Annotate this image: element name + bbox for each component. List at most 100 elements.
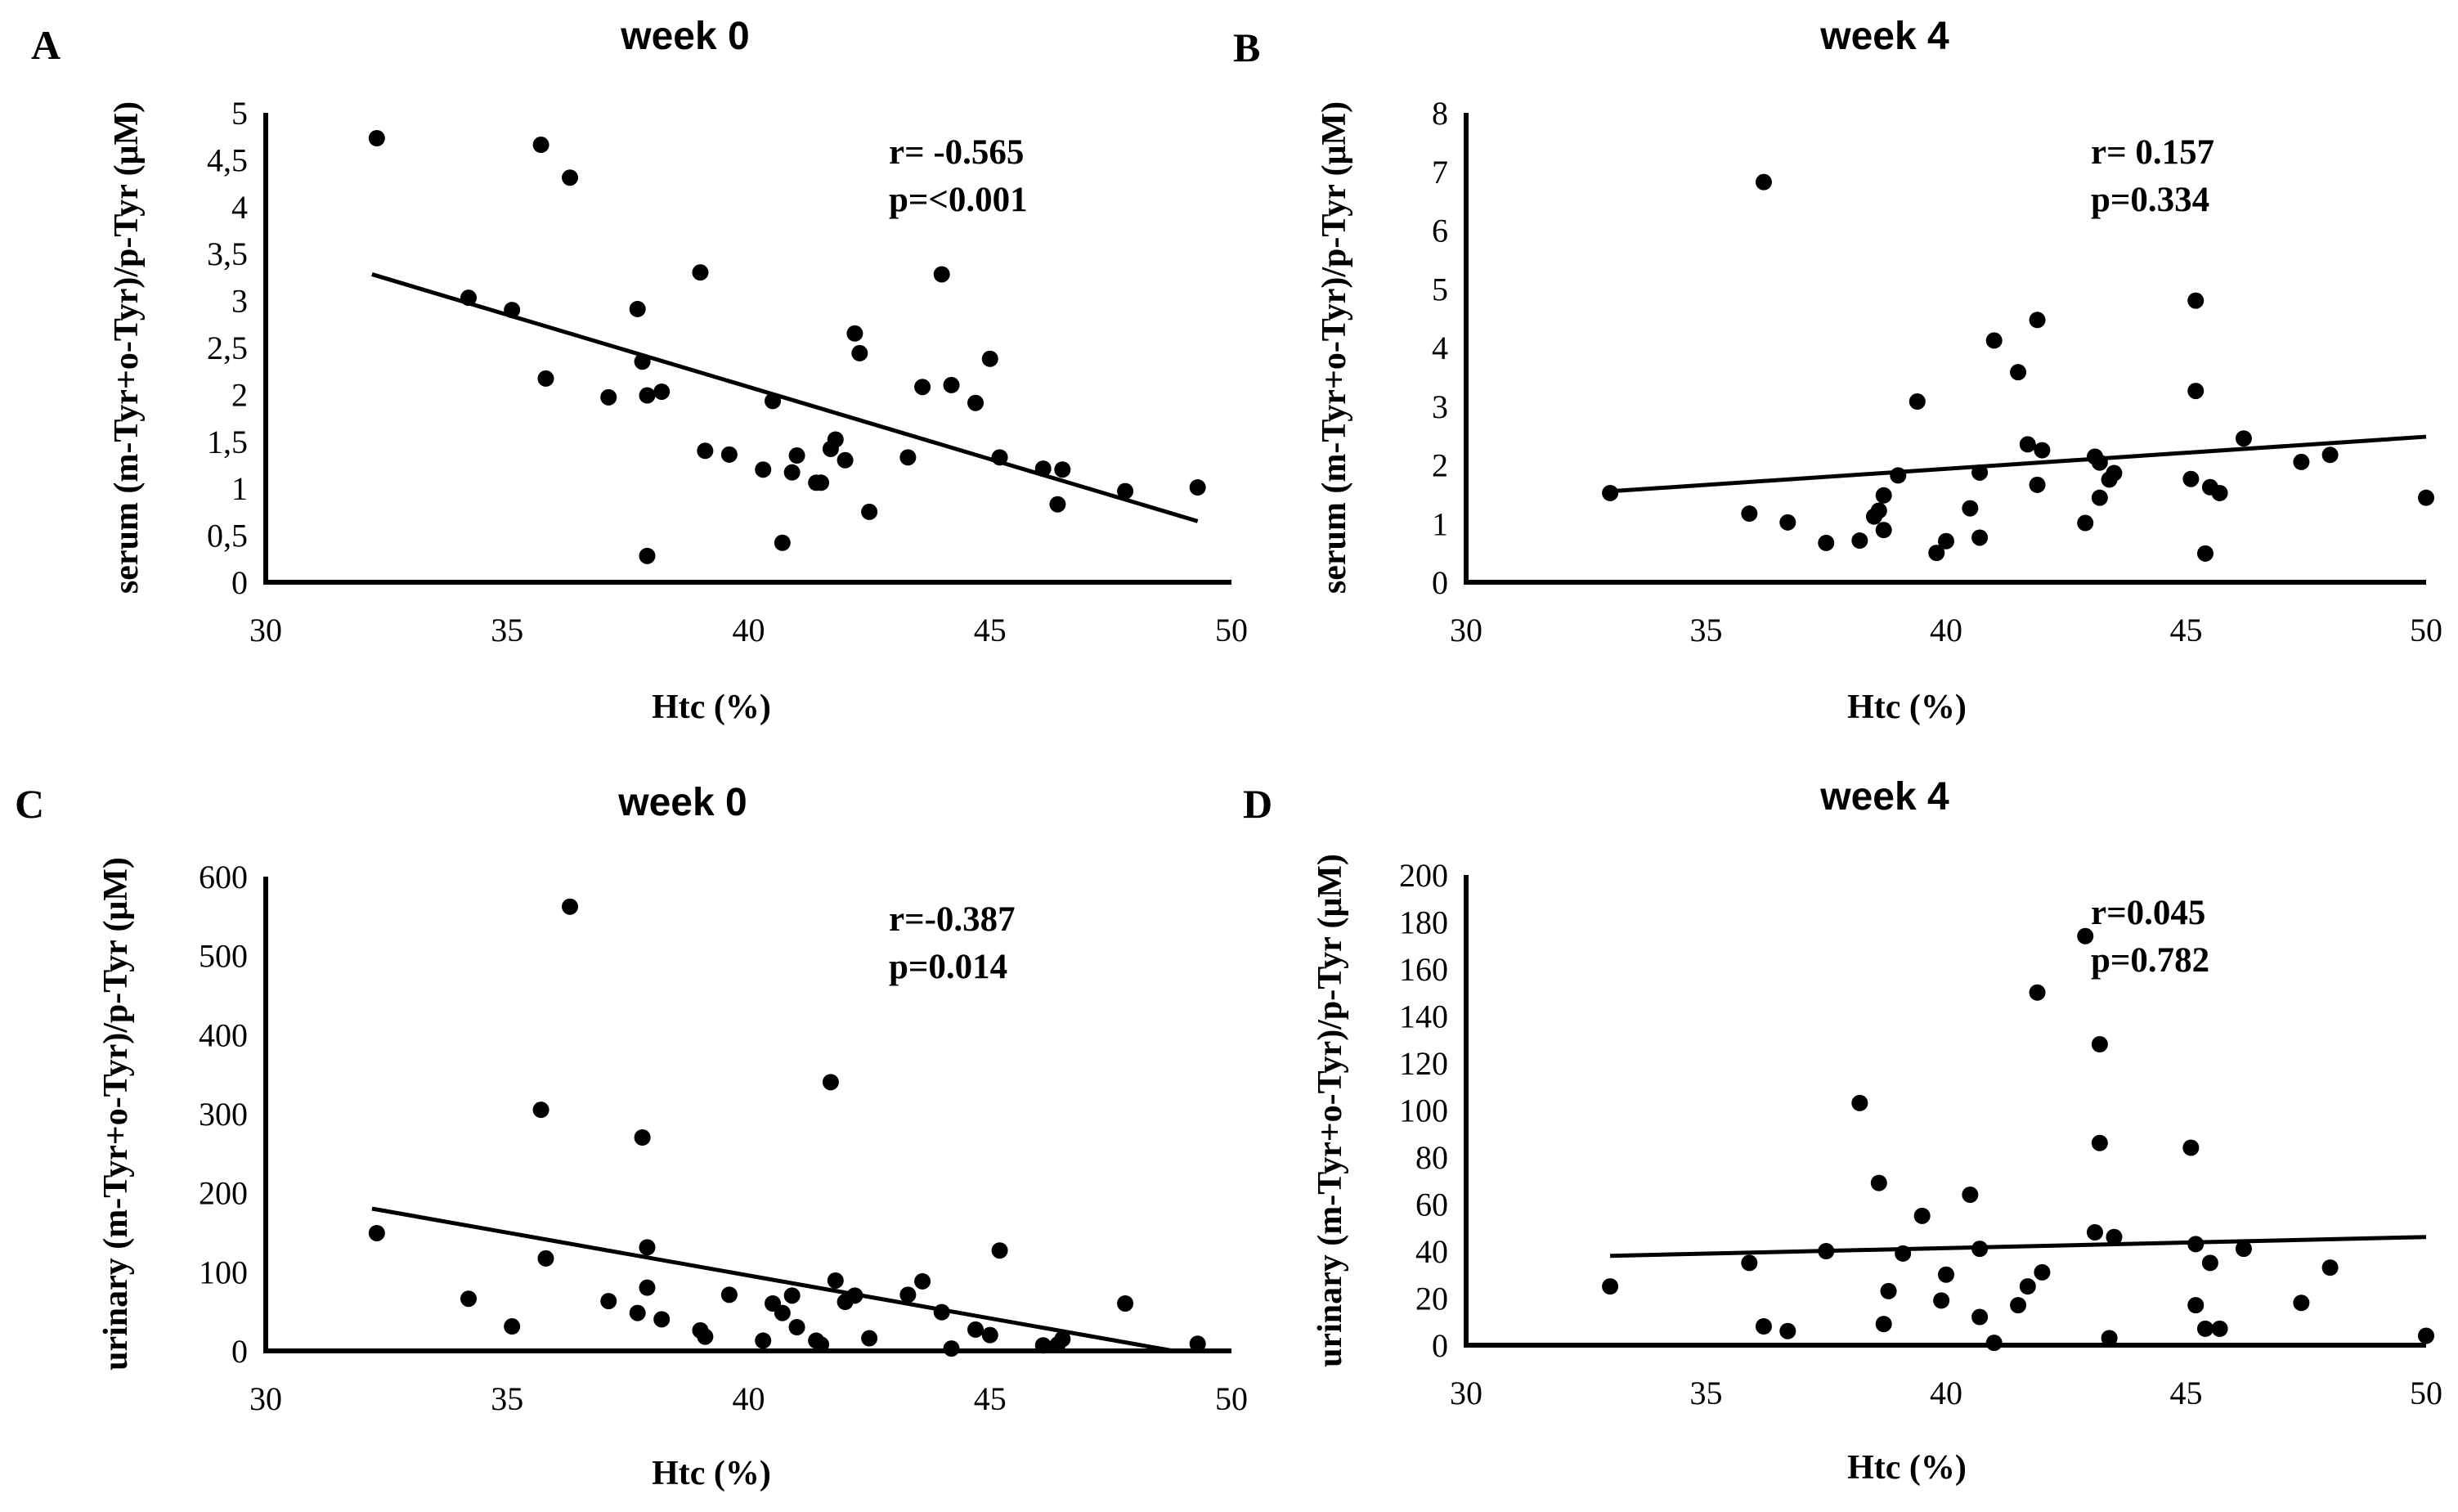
y-tick-label: 5 [231,95,248,132]
data-point [1034,1337,1052,1354]
x-tick-label: 40 [733,612,765,648]
data-point [600,1293,617,1310]
data-point [981,350,998,367]
p-value: p=<0.001 [889,181,1028,219]
data-point [813,1336,830,1353]
data-point [368,1224,385,1241]
data-point [1755,1318,1772,1335]
y-tick-label: 500 [199,938,248,975]
y-tick-label: 5 [1432,271,1448,307]
data-point [765,393,782,410]
data-point [639,547,656,564]
data-point [827,1272,844,1289]
x-tick-label: 30 [249,1380,282,1417]
x-tick-label: 50 [1215,1380,1248,1417]
x-tick-label: 40 [1930,1375,1962,1411]
data-point [1755,173,1772,191]
y-tick-label: 4 [231,189,248,226]
data-point [991,449,1008,466]
data-point [532,1101,549,1119]
chart-title: week 0 [617,781,747,824]
correlation-r: r= 0.157 [2091,133,2214,172]
data-point [460,1290,478,1308]
x-tick-label: 30 [1450,1375,1482,1411]
data-point [1962,500,1979,517]
x-axis-label: Htc (%) [652,1455,771,1492]
y-tick-label: 160 [1399,951,1448,988]
data-point [1895,1245,1912,1262]
data-point [914,1272,931,1290]
data-point [2034,1263,2051,1281]
data-point [2235,1241,2252,1258]
data-point [1189,479,1206,496]
data-point [2418,1327,2434,1344]
data-point [1054,461,1071,478]
y-tick-label: 1,5 [207,424,248,460]
y-tick-label: 0 [1432,564,1448,601]
data-point [2321,1259,2339,1276]
data-point [2029,476,2046,493]
data-point [933,1303,950,1321]
data-point [1875,522,1892,539]
data-point [846,1287,863,1304]
data-point [720,1286,738,1303]
correlation-r: r=0.045 [2091,894,2205,932]
y-tick-label: 0 [1432,1327,1448,1364]
x-tick-label: 45 [974,612,1007,648]
y-tick-label: 20 [1415,1281,1448,1317]
data-point [991,1242,1008,1259]
y-tick-label: 4 [1432,330,1448,366]
data-point [846,325,863,342]
y-tick-label: 180 [1399,904,1448,941]
data-point [562,898,579,915]
data-point [720,446,738,463]
data-point [1741,505,1758,523]
data-point [1933,1292,1950,1309]
data-point [697,1328,714,1345]
panel-letter: D [1243,781,1272,827]
data-point [1034,460,1052,478]
data-point [2235,430,2252,447]
data-point [813,474,830,491]
data-point [1971,529,1989,546]
panel-letter: C [15,781,44,827]
data-point [2010,1297,2027,1314]
data-point [967,1321,985,1338]
data-point [783,464,801,481]
data-point [1117,1295,1134,1312]
y-tick-label: 8 [1432,95,1448,132]
data-point [629,300,646,317]
y-tick-label: 2 [231,376,248,413]
data-point [692,264,709,281]
chart-title: week 0 [620,15,749,58]
data-point [653,383,671,400]
data-point [899,1286,917,1303]
data-point [1049,496,1066,513]
data-point [1741,1254,1758,1272]
data-point [861,503,878,520]
data-point [943,1340,960,1357]
data-point [1928,545,1945,562]
data-point [788,447,805,464]
data-point [914,379,931,396]
y-tick-label: 1 [1432,505,1448,542]
data-point [600,388,617,406]
x-tick-label: 45 [2170,612,2203,648]
data-point [1818,1243,1835,1259]
data-point [532,137,549,154]
y-tick-label: 6 [1432,213,1448,249]
data-point [2019,436,2036,453]
y-tick-label: 0 [231,564,248,601]
data-point [783,1287,801,1304]
x-tick-label: 30 [1450,612,1482,648]
data-point [788,1319,805,1335]
y-tick-label: 40 [1415,1233,1448,1270]
data-point [755,461,772,478]
y-tick-label: 100 [199,1254,248,1290]
x-tick-label: 50 [2410,1375,2442,1411]
y-axis-label: urinary (m-Tyr+o-Tyr)/p-Tyr (μM) [97,857,135,1371]
y-tick-label: 1 [231,470,248,507]
